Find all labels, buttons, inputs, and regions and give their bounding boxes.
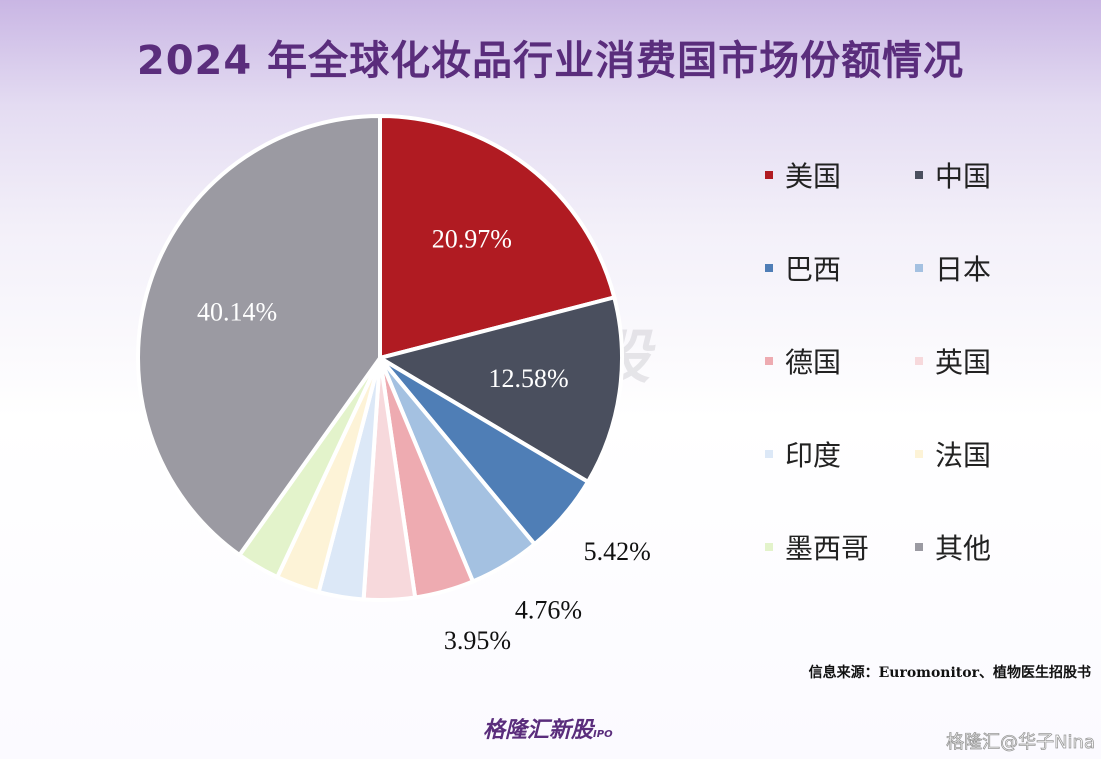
legend-item: 英国 xyxy=(915,341,991,381)
data-label: 3.95% xyxy=(444,626,511,655)
data-label: 40.14% xyxy=(197,297,277,326)
legend-swatch xyxy=(915,171,923,179)
legend-item: 美国 xyxy=(765,155,841,195)
legend-swatch xyxy=(915,357,923,365)
legend-item: 中国 xyxy=(915,155,991,195)
legend-label: 其他 xyxy=(935,532,992,565)
legend-label: 英国 xyxy=(935,346,992,379)
legend-label: 印度 xyxy=(785,439,842,472)
legend-item: 印度 xyxy=(765,434,841,474)
legend-label: 美国 xyxy=(785,160,842,193)
legend-item: 日本 xyxy=(915,248,991,288)
data-label: 20.97% xyxy=(432,224,512,253)
legend-label: 日本 xyxy=(935,253,992,286)
legend-label: 墨西哥 xyxy=(785,532,870,565)
brand-logo: 格隆汇新股IPO xyxy=(483,718,613,743)
pie-slice-1 xyxy=(374,294,624,485)
legend-swatch xyxy=(765,543,773,551)
legend-swatch xyxy=(915,450,923,458)
data-label: 12.58% xyxy=(488,364,568,393)
legend-label: 法国 xyxy=(935,439,992,472)
source-note: 信息来源：Euromonitor、植物医生招股书 xyxy=(808,665,1091,681)
legend-label: 中国 xyxy=(935,160,992,193)
pie-slice-0 xyxy=(378,113,617,361)
legend-item: 墨西哥 xyxy=(765,527,869,567)
legend-swatch xyxy=(765,357,773,365)
legend-swatch xyxy=(765,450,773,458)
author-credit: 格隆汇@华子Nina xyxy=(946,732,1096,754)
legend-swatch xyxy=(915,543,923,551)
chart-title: 2024 年全球化妆品行业消费国市场份额情况 xyxy=(136,38,965,84)
data-label: 4.76% xyxy=(515,595,582,624)
legend-item: 法国 xyxy=(915,434,991,474)
legend-item: 德国 xyxy=(765,341,841,381)
legend-label: 巴西 xyxy=(785,253,842,286)
legend-swatch xyxy=(765,264,773,272)
legend-swatch xyxy=(915,264,923,272)
legend-swatch xyxy=(765,171,773,179)
legend-label: 德国 xyxy=(785,346,842,379)
data-label: 5.42% xyxy=(584,537,651,566)
legend-item: 其他 xyxy=(915,527,991,567)
pie-slice-9 xyxy=(136,113,382,558)
legend-item: 巴西 xyxy=(765,248,841,288)
